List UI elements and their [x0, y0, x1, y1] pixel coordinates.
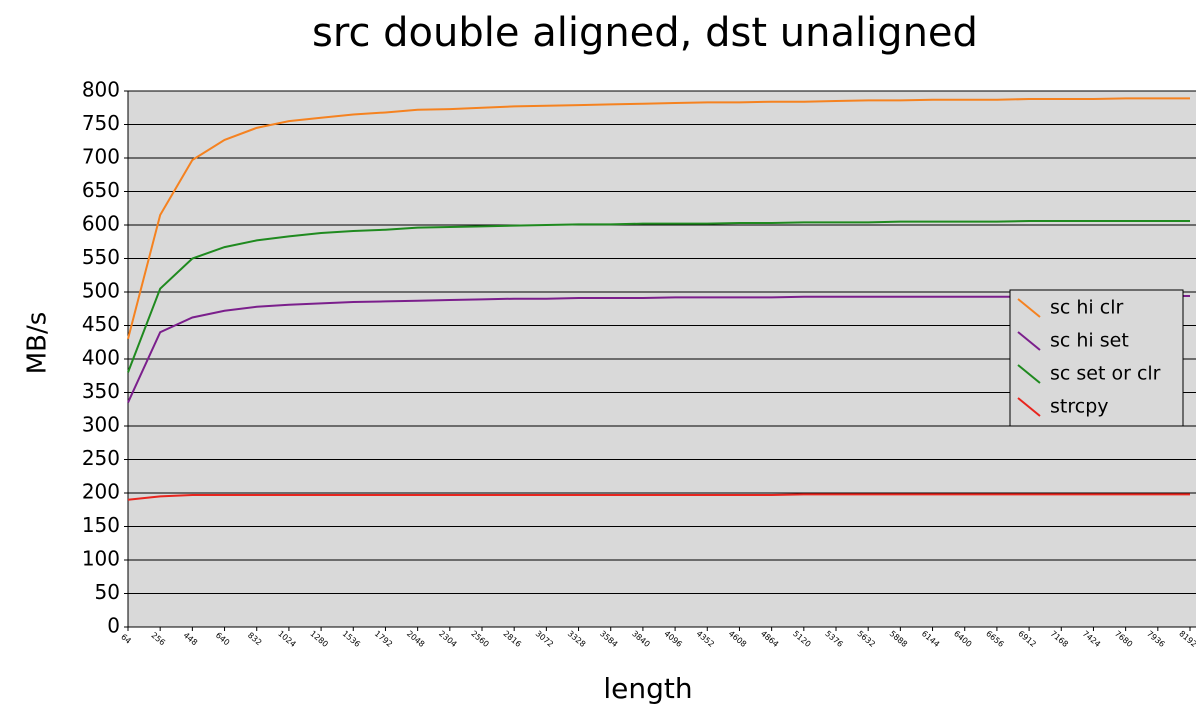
series-line [127, 219, 1190, 373]
legend-swatch [1017, 364, 1041, 384]
legend-label: sc hi set [1050, 330, 1129, 352]
y-tick-label: 400 [82, 346, 120, 370]
x-tick-label: 5888 [888, 629, 909, 649]
x-tick-label: 448 [182, 631, 199, 648]
y-tick-label: 700 [82, 145, 120, 169]
x-tick-label: 7168 [1049, 629, 1070, 649]
legend-swatch [1017, 397, 1041, 417]
series-line [127, 97, 1190, 340]
x-tick-label: 7680 [1113, 629, 1134, 649]
x-tick-label: 6656 [984, 629, 1005, 649]
y-tick-label: 550 [82, 245, 120, 269]
x-tick-label: 3328 [566, 629, 587, 649]
x-tick-label: 6400 [952, 629, 973, 649]
x-tick-label: 5376 [823, 629, 844, 649]
x-axis-label: length [603, 672, 692, 705]
x-tick-label: 3840 [630, 629, 651, 649]
y-tick-label: 750 [82, 111, 120, 135]
y-tick-label: 50 [95, 580, 120, 604]
x-tick-label: 2304 [437, 629, 458, 649]
x-tick-label: 832 [246, 631, 263, 648]
y-tick-label: 300 [82, 413, 120, 437]
legend-swatch [1017, 298, 1041, 318]
x-tick-label: 5632 [855, 629, 876, 649]
x-tick-label: 256 [149, 631, 166, 648]
y-tick-label: 200 [82, 480, 120, 504]
y-tick-label: 100 [82, 547, 120, 571]
x-tick-label: 2048 [405, 629, 426, 649]
y-axis-label: MB/s [23, 312, 53, 375]
x-tick-label: 4608 [727, 629, 748, 649]
x-tick-label: 1536 [341, 629, 362, 649]
y-tick-label: 450 [82, 312, 120, 336]
y-tick-label: 0 [107, 614, 120, 638]
y-tick-label: 150 [82, 513, 120, 537]
x-tick-label: 3584 [598, 629, 619, 649]
legend-label: sc set or clr [1050, 363, 1161, 385]
x-tick-label: 6912 [1016, 629, 1037, 649]
x-tick-label: 1792 [373, 629, 394, 649]
y-tick-label: 350 [82, 379, 120, 403]
x-tick-label: 7424 [1081, 629, 1102, 649]
legend-label: sc hi clr [1050, 297, 1123, 319]
x-tick-label: 4352 [695, 629, 716, 649]
x-tick-label: 4096 [662, 629, 683, 649]
y-tick-label: 600 [82, 212, 120, 236]
x-tick-label: 7936 [1145, 629, 1166, 649]
x-tick-label: 5120 [791, 629, 812, 649]
x-tick-label: 2560 [469, 629, 490, 649]
x-tick-label: 2816 [501, 629, 522, 649]
x-tick-label: 6144 [920, 629, 941, 649]
y-tick-label: 500 [82, 279, 120, 303]
x-tick-label: 1024 [276, 629, 297, 649]
chart-title: src double aligned, dst unaligned [312, 10, 978, 56]
x-tick-label: 3072 [534, 629, 555, 649]
x-tick-label: 4864 [759, 629, 780, 649]
legend-label: strcpy [1050, 396, 1109, 418]
y-tick-label: 250 [82, 446, 120, 470]
legend-swatch [1017, 331, 1041, 351]
x-tick-label: 1280 [308, 629, 329, 649]
series-line [127, 493, 1190, 501]
y-tick-label: 800 [82, 78, 120, 102]
x-tick-label: 8192 [1177, 629, 1196, 649]
legend-box [1009, 289, 1184, 427]
x-tick-label: 64 [119, 632, 133, 645]
y-tick-label: 650 [82, 178, 120, 202]
x-tick-label: 640 [214, 631, 231, 648]
